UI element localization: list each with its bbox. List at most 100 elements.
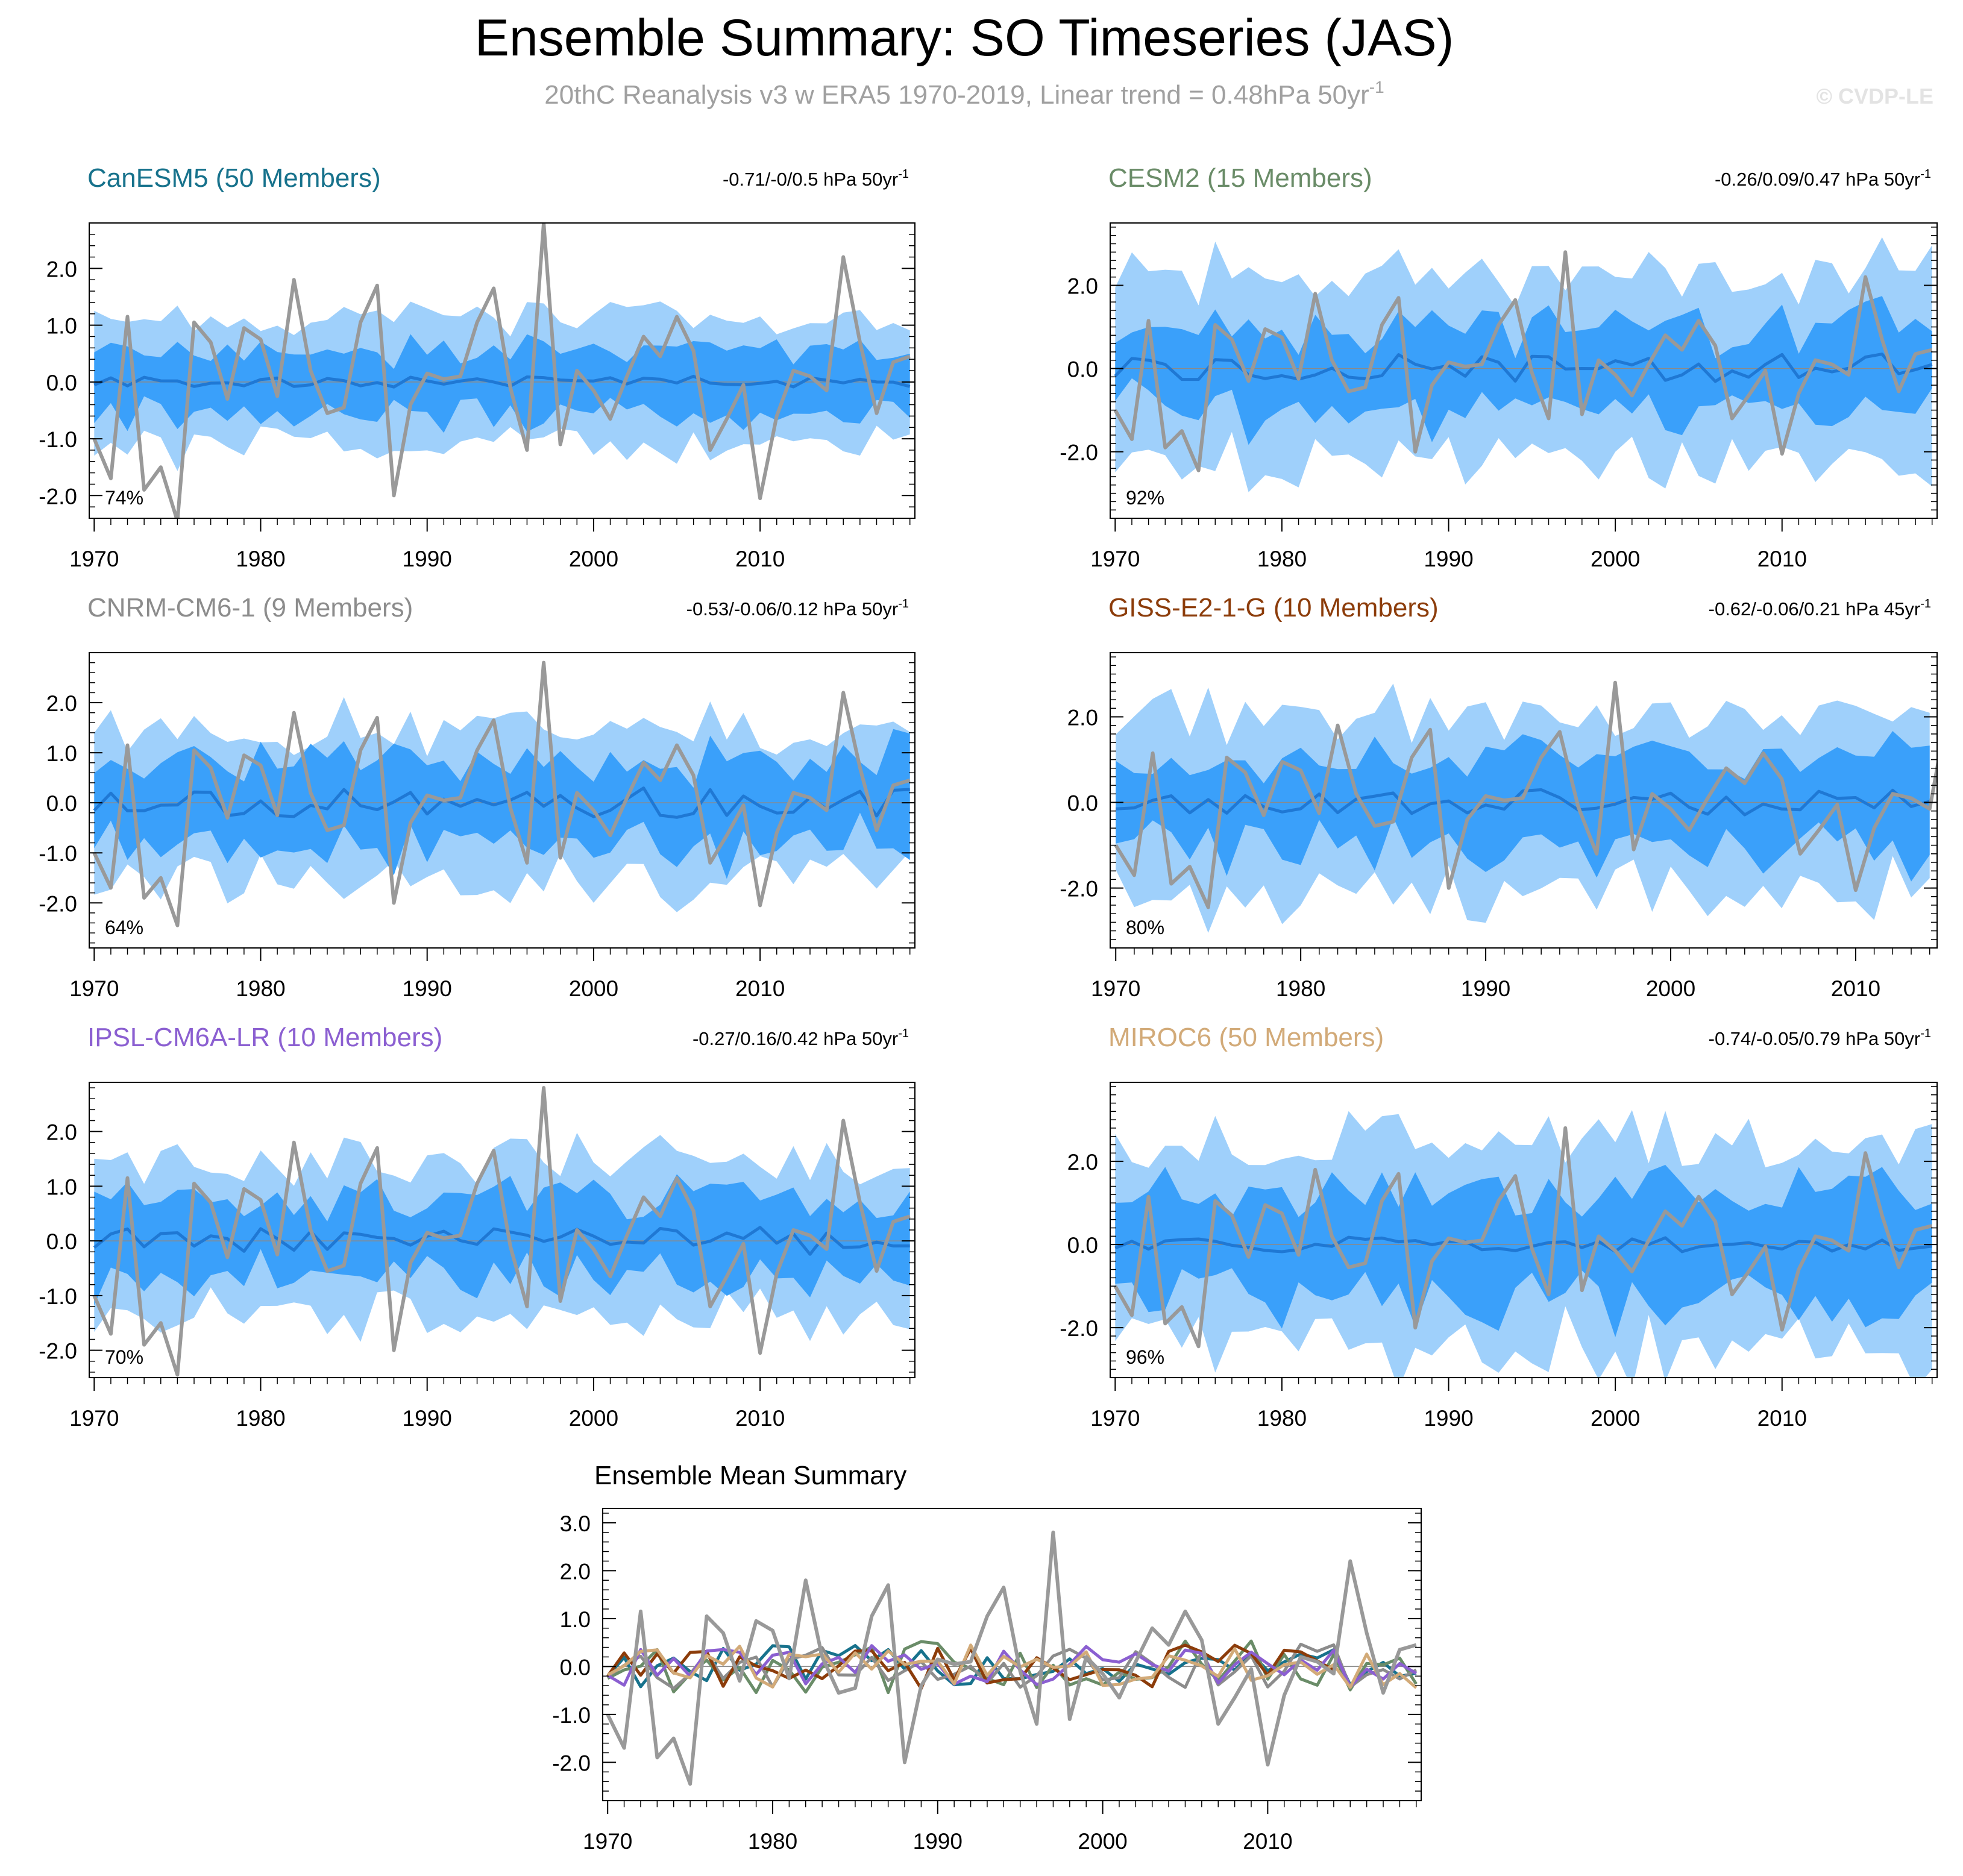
watermark: © CVDP-LE [1816,84,1933,108]
panel-5-y-tick-label: 2.0 [1067,1150,1098,1175]
panel-2-y-tick-label: 1.0 [46,741,77,766]
panel-2-y-tick-label: 0.0 [46,791,77,816]
panel-trend-text: -0.27/0.16/0.42 hPa 50yr [693,1028,898,1049]
panel-3-x-tick-label: 1980 [1276,976,1325,1001]
panel-0-x-tick-label: 2010 [735,547,785,571]
panel-4-plot-frame [89,1082,916,1378]
ensemble-mean-line [1116,788,1930,817]
panel-percent-label: 80% [1126,917,1164,938]
observation-line [92,223,911,518]
panel-title: CESM2 (15 Members) [1108,163,1372,193]
summary-line-miroc6 [606,1643,1418,1689]
panel-cesm2: 2.0 0.0 -2.0 1970 1980 1990 2000 2010 CESM2 (15 … [1060,163,1938,571]
panel-trend-superscript: -1 [898,1027,909,1040]
panel-5-x-tick-label: 1990 [1424,1406,1473,1431]
panel-data-layer [89,660,915,927]
summary-x-tick-label: 1990 [913,1829,963,1854]
panel-3-x-tick-label: 2010 [1831,976,1880,1001]
panel-trend-range: -0.26/0.09/0.47 hPa 50yr-1 [1715,168,1931,190]
panel-0-plot-frame [89,222,916,519]
panel-data-layer [1110,237,1937,492]
panel-canesm5: 2.0 1.0 0.0 -1.0 -2.0 1970 1980 1990 2000 2010 Can… [39,163,916,571]
summary-observation-line [606,1530,1417,1786]
spread-inner-band [1116,731,1930,882]
panel-5-x-tick-label: 2000 [1591,1406,1640,1431]
panel-3-y-tick-label: 2.0 [1067,706,1098,730]
observation-line [92,1086,911,1377]
panel-0-x-tick-label: 1990 [403,547,452,571]
panel-1-x-tick-label: 2010 [1757,547,1807,571]
panel-0-x-tick-label: 1980 [236,547,285,571]
panel-2-x-tick-label: 2000 [569,976,618,1001]
panel-trend-range: -0.27/0.16/0.42 hPa 50yr-1 [693,1027,909,1049]
panel-trend-superscript: -1 [1920,1027,1931,1040]
panel-2-y-tick-label: 2.0 [46,691,77,716]
ensemble-mean-summary-panel: 3.0 2.0 1.0 0.0 -1.0 -2.0 1970 1980 1990 2000 2010… [552,1461,1422,1854]
panel-cnrm-cm6-1: 2.0 1.0 0.0 -1.0 -2.0 1970 1980 1990 2000 2010 CNR… [39,593,916,1001]
panel-0-y-tick-label: 1.0 [46,314,77,339]
summary-x-tick-label: 2000 [1078,1829,1127,1854]
panel-percent-label: 70% [105,1346,143,1368]
panel-5-x-tick-label: 1980 [1257,1406,1307,1431]
panel-5-plot-frame [1110,1082,1938,1378]
panel-3-x-tick-label: 1970 [1091,976,1140,1001]
panel-4-x-tick-label: 2000 [569,1406,618,1431]
panel-2-y-tick-label: -2.0 [39,891,77,916]
panel-trend-text: -0.71/-0/0.5 hPa 50yr [723,169,898,190]
panel-trend-text: -0.74/-0.05/0.79 hPa 50yr [1709,1028,1921,1049]
panel-0-y-tick-label: -2.0 [39,484,77,509]
panel-0-y-tick-label: 0.0 [46,371,77,395]
summary-data-layer [603,1530,1421,1786]
panel-1-x-tick-label: 1970 [1090,547,1140,571]
observation-line [1114,680,1937,909]
panel-1-x-tick-label: 1980 [1257,547,1307,571]
panel-5-x-tick-label: 1970 [1090,1406,1140,1431]
summary-y-tick-label: 2.0 [560,1559,591,1584]
panel-4-y-tick-label: -2.0 [39,1339,77,1364]
figure-subtitle-superscript: -1 [1369,78,1384,96]
figure-title: Ensemble Summary: SO Timeseries (JAS) [475,9,1454,67]
panel-3-y-tick-label: -2.0 [1060,877,1098,902]
panel-trend-superscript: -1 [898,597,909,610]
panel-trend-range: -0.53/-0.06/0.12 hPa 50yr-1 [686,597,909,620]
panel-1-x-tick-label: 1990 [1424,547,1473,571]
figure-subtitle-text: 20thC Reanalysis v3 w ERA5 1970-2019, Li… [544,80,1369,110]
panel-trend-range: -0.74/-0.05/0.79 hPa 50yr-1 [1709,1027,1931,1049]
summary-plot-frame [602,1508,1422,1801]
observation-line [1113,250,1933,472]
panel-3-x-tick-label: 2000 [1646,976,1695,1001]
panel-miroc6: 2.0 0.0 -2.0 1970 1980 1990 2000 2010 MIROC6 (50… [1060,1023,1938,1431]
panel-data-layer [1110,1110,1937,1378]
figure-subtitle: 20thC Reanalysis v3 w ERA5 1970-2019, Li… [544,78,1384,110]
panel-title: CanESM5 (50 Members) [87,163,381,193]
summary-y-tick-label: -1.0 [552,1703,591,1728]
panel-4-x-tick-label: 1980 [236,1406,285,1431]
panel-3-plot-frame [1110,652,1938,949]
panel-0-y-tick-label: -1.0 [39,427,77,452]
spread-inner-band [1115,1165,1932,1337]
panel-percent-label: 74% [105,487,143,509]
panel-data-layer [1110,680,1937,933]
summary-y-tick-label: -2.0 [552,1751,591,1775]
panel-title: CNRM-CM6-1 (9 Members) [87,593,413,623]
panel-2-x-tick-label: 2010 [735,976,785,1001]
panel-0-y-tick-label: 2.0 [46,257,77,281]
observation-line [92,660,911,927]
panel-1-plot-frame [1110,222,1938,519]
panel-percent-label: 96% [1126,1346,1164,1368]
panel-2-x-tick-label: 1970 [69,976,119,1001]
panel-trend-superscript: -1 [1920,597,1931,610]
ensemble-mean-line [93,786,910,819]
model-panels: 2.0 1.0 0.0 -1.0 -2.0 1970 1980 1990 2000 2010 Can… [39,163,1938,1431]
panel-2-x-tick-label: 1990 [403,976,452,1001]
panel-title: GISS-E2-1-G (10 Members) [1108,593,1439,623]
summary-x-tick-label: 1970 [583,1829,632,1854]
panel-0-x-tick-label: 1970 [69,547,119,571]
panel-1-y-tick-label: 0.0 [1067,357,1098,382]
panel-4-y-tick-label: -1.0 [39,1284,77,1309]
panel-2-y-tick-label: -1.0 [39,841,77,866]
panel-5-y-tick-label: -2.0 [1060,1316,1098,1341]
summary-y-tick-label: 3.0 [560,1511,591,1536]
summary-title: Ensemble Mean Summary [594,1461,906,1490]
